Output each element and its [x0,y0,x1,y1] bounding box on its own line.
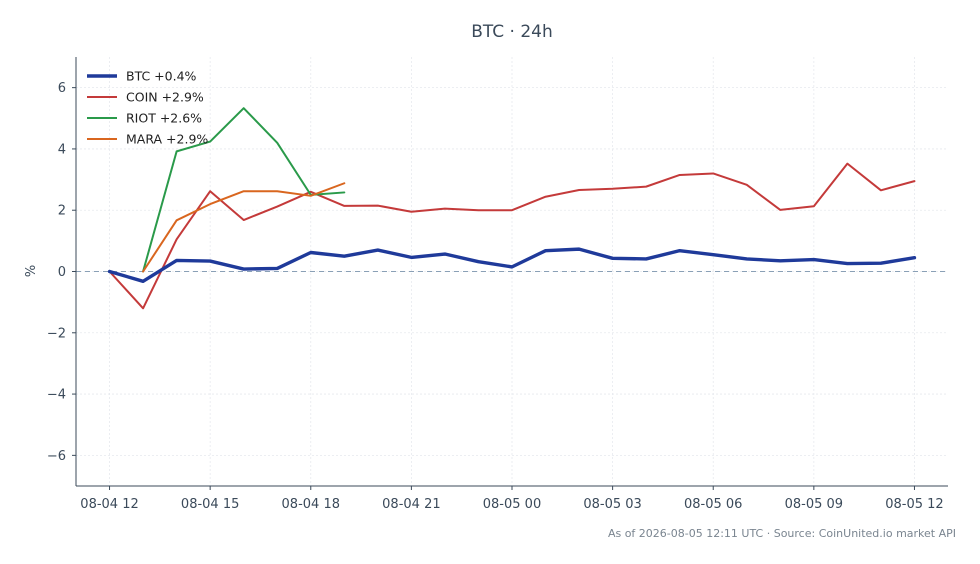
x-tick-label: 08-05 00 [483,497,541,512]
axes: −6 −4 −2 0 2 4 6 08-04 12 08-04 15 08-04 18 08-04 … [47,57,948,512]
legend: BTC +0.4% COIN +2.9% RIOT +2.6% MARA +2.9% [87,69,208,147]
legend-label-coin: COIN +2.9% [126,90,204,105]
legend-label-btc: BTC +0.4% [126,69,197,84]
x-tick-label: 08-04 18 [282,497,340,512]
legend-label-riot: RIOT +2.6% [126,111,202,126]
y-tick-label: 2 [58,204,66,219]
x-tick-label: 08-04 12 [80,497,138,512]
series-lines [107,107,917,310]
x-tick-label: 08-05 06 [684,497,742,512]
series-line-coin [108,162,916,310]
y-tick-label: −2 [47,326,66,341]
y-tick-label: −6 [47,449,66,464]
y-tick-label: 4 [58,142,66,157]
chart-title: BTC · 24h [471,22,553,42]
y-tick-label: 6 [58,81,66,96]
x-tick-label: 08-04 21 [382,497,440,512]
legend-label-mara: MARA +2.9% [126,132,208,147]
x-tick-label: 08-05 03 [583,497,641,512]
y-tick-label: −4 [47,388,66,403]
series-line-btc [107,247,917,284]
y-axis-label: % [24,265,39,277]
y-tick-label: 0 [58,265,66,280]
source-footnote: As of 2026-08-05 12:11 UTC · Source: Coi… [608,527,956,540]
x-tick-label: 08-04 15 [181,497,239,512]
x-tick-label: 08-05 09 [785,497,843,512]
series-line-mara [142,182,346,273]
x-tick-label: 08-05 12 [885,497,943,512]
grid [76,57,948,486]
